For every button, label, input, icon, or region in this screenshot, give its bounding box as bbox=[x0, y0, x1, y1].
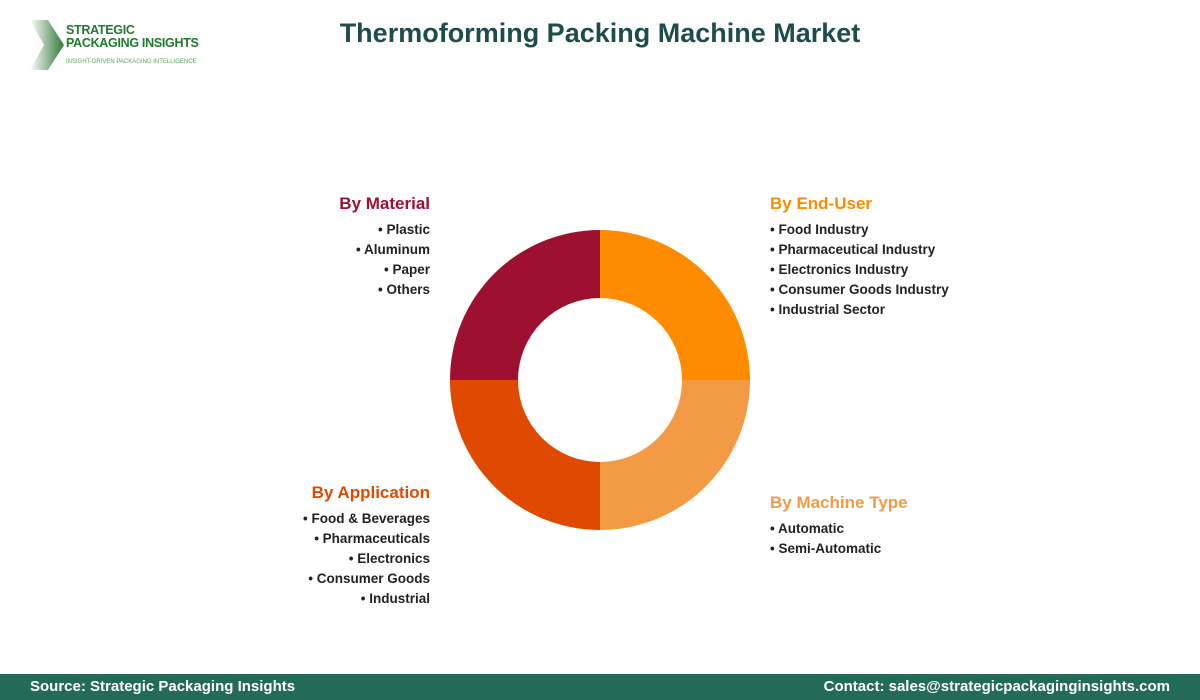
donut-segment-by-material bbox=[450, 230, 600, 380]
footer: Source: Strategic Packaging Insights Con… bbox=[0, 674, 1200, 700]
legend-item: • Industrial Sector bbox=[770, 302, 886, 317]
segment-title: By Application bbox=[311, 483, 430, 502]
legend-item: • Industrial bbox=[360, 591, 430, 606]
legend-item: • Pharmaceutical Industry bbox=[770, 242, 936, 257]
logo-tagline: INSIGHT-DRIVEN PACKAGING INTELLIGENCE bbox=[66, 59, 197, 65]
legend-item: • Food & Beverages bbox=[302, 511, 430, 526]
legend-item: • Electronics Industry bbox=[770, 262, 909, 277]
source-text: Source: Strategic Packaging Insights bbox=[30, 678, 296, 695]
legend-item: • Automatic bbox=[770, 521, 844, 536]
legend-item: • Consumer Goods Industry bbox=[770, 282, 949, 297]
donut-segment-by-application bbox=[450, 380, 600, 530]
logo-chevron-icon bbox=[30, 20, 64, 70]
contact-link[interactable]: Contact: sales@strategicpackaginginsight… bbox=[823, 678, 1170, 695]
legend-item: • Others bbox=[378, 282, 430, 297]
legend-machine-type: By Machine Type • Automatic • Semi-Automat… bbox=[770, 493, 908, 559]
legend-end-user: By End-User • Food Industry • Pharmaceutic… bbox=[770, 194, 949, 320]
segment-title: By Machine Type bbox=[770, 493, 908, 512]
legend-item: • Food Industry bbox=[770, 222, 869, 237]
legend-item: • Aluminum bbox=[356, 242, 430, 257]
legend-item: • Pharmaceuticals bbox=[314, 531, 430, 546]
segment-title: By End-User bbox=[770, 194, 873, 213]
legend-item: • Paper bbox=[384, 262, 430, 277]
logo: STRATEGIC PACKAGING INSIGHTS INSIGHT-DRIV… bbox=[30, 18, 200, 72]
donut-segment-by-machine-type bbox=[600, 380, 750, 530]
legend-item: • Consumer Goods bbox=[308, 571, 430, 586]
legend-item: • Semi-Automatic bbox=[770, 541, 882, 556]
donut-segment-by-end-user bbox=[600, 230, 750, 380]
page-title: Thermoforming Packing Machine Market bbox=[339, 18, 861, 48]
legend-application: By Application • Food & Beverages • Pharma… bbox=[303, 483, 430, 609]
legend-material: By Material • Plastic • Aluminum • Paper • O… bbox=[339, 194, 430, 300]
segment-title: By Material bbox=[339, 194, 430, 213]
logo-text: STRATEGIC PACKAGING INSIGHTS bbox=[66, 23, 199, 50]
legend-item: • Electronics bbox=[348, 551, 430, 566]
legend-item: • Plastic bbox=[377, 222, 430, 237]
